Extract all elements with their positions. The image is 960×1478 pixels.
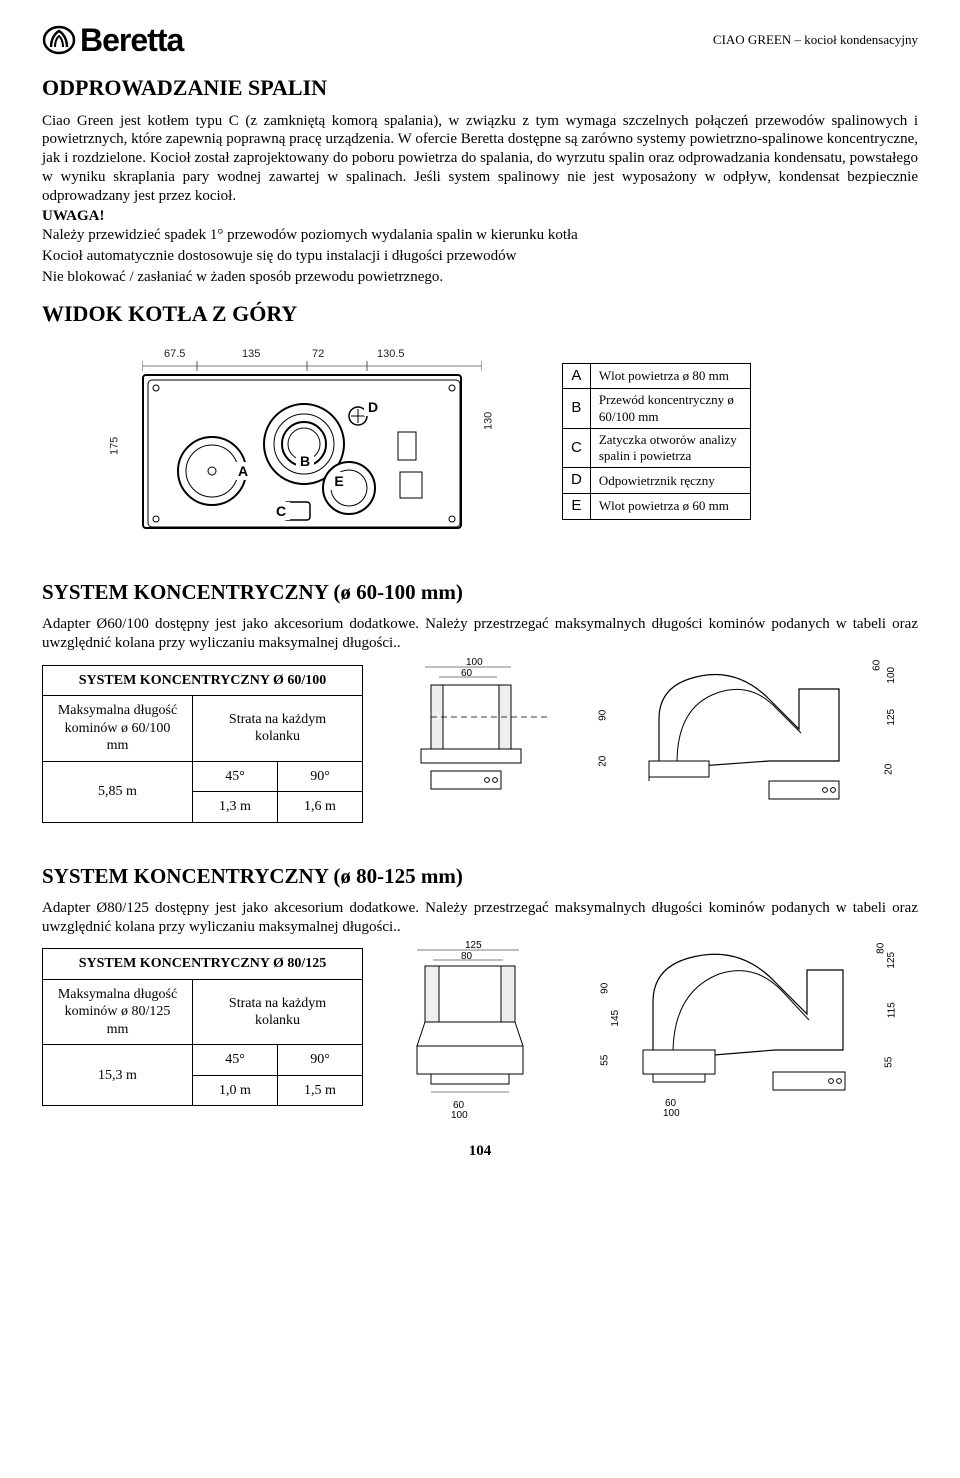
marker-e: E	[330, 472, 348, 490]
sys80-col1: Maksymalna długość kominów ø 80/125 mm	[43, 979, 193, 1045]
legend-val: Wlot powietrza ø 80 mm	[590, 363, 750, 389]
uwaga-line-1: Kocioł automatycznie dostosowuje się do …	[42, 247, 918, 266]
d-h1: 90	[599, 983, 612, 994]
marker-c: C	[272, 502, 290, 520]
sys80-elbow-drawing: 80 125 115 55 60 100	[639, 942, 889, 1112]
legend-key: C	[563, 428, 591, 468]
sys60-len: 5,85 m	[43, 761, 193, 822]
sys60-adapter-drawing: 100 60 90 20	[391, 659, 611, 809]
legend-val: Przewód koncentryczny ø 60/100 mm	[590, 389, 750, 429]
legend-val: Zatyczka otworów analizy spalin i powiet…	[590, 428, 750, 468]
sys60-col1: Maksymalna długość kominów ø 60/100 mm	[43, 696, 193, 762]
d-b100: 100	[886, 666, 899, 683]
topview-legend-table: A Wlot powietrza ø 80 mm B Przewód konce…	[562, 363, 751, 520]
d-w2: 60	[461, 668, 472, 681]
sys80-adapter-drawing: 125 80 90 145 55 60 100	[391, 942, 611, 1112]
sys60-col2: Strata na każdym kolanku	[193, 696, 363, 762]
legend-key: D	[563, 468, 591, 494]
d-b115: 115	[887, 1003, 900, 1019]
brand-logo-icon	[42, 25, 76, 55]
brand-name: Beretta	[80, 20, 183, 60]
legend-val: Wlot powietrza ø 60 mm	[590, 494, 750, 520]
uwaga-line-2: Nie blokować / zasłaniać w żaden sposób …	[42, 268, 918, 287]
marker-a: A	[234, 462, 252, 480]
d-w2: 80	[461, 951, 472, 964]
topview-diagram: 67.5 135 72 130.5 175 130	[102, 344, 502, 539]
d-b60: 60	[871, 659, 884, 670]
sys80-len: 15,3 m	[43, 1045, 193, 1106]
d-b20: 20	[883, 763, 896, 774]
sys80-a45: 45°	[193, 1045, 278, 1076]
legend-key: B	[563, 389, 591, 429]
sys80-title: SYSTEM KONCENTRYCZNY (ø 80-125 mm)	[42, 863, 918, 889]
sys80-v45: 1,0 m	[193, 1075, 278, 1106]
sys80-body: Adapter Ø80/125 dostępny jest jako akces…	[42, 899, 918, 937]
sys60-table: SYSTEM KONCENTRYCZNY Ø 60/100 Maksymalna…	[42, 665, 363, 823]
topview-row: 67.5 135 72 130.5 175 130	[102, 344, 918, 539]
sys60-a45: 45°	[193, 761, 278, 792]
sys80-v90: 1,5 m	[278, 1075, 363, 1106]
sys60-caption: SYSTEM KONCENTRYCZNY Ø 60/100	[43, 665, 363, 696]
d-h1: 90	[597, 709, 610, 720]
sys80-row: SYSTEM KONCENTRYCZNY Ø 80/125 Maksymalna…	[42, 942, 918, 1112]
d-h3: 55	[599, 1055, 612, 1066]
marker-b: B	[296, 452, 314, 470]
d-f100: 100	[451, 1110, 468, 1123]
legend-key: E	[563, 494, 591, 520]
d-b125: 125	[886, 952, 899, 969]
d-h2: 145	[610, 1010, 623, 1027]
page-header: Beretta CIAO GREEN – kocioł kondensacyjn…	[42, 20, 918, 60]
sys60-v45: 1,3 m	[193, 792, 278, 823]
page-number: 104	[42, 1142, 918, 1161]
d-h2: 20	[597, 755, 610, 766]
uwaga-line-0: Należy przewidzieć spadek 1° przewodów p…	[42, 226, 918, 245]
doc-title: CIAO GREEN – kocioł kondensacyjny	[713, 32, 918, 48]
sys80-table: SYSTEM KONCENTRYCZNY Ø 80/125 Maksymalna…	[42, 948, 363, 1106]
brand-block: Beretta	[42, 20, 183, 60]
section-title-topview: WIDOK KOTŁA Z GÓRY	[42, 300, 918, 328]
sys80-a90: 90°	[278, 1045, 363, 1076]
d-f100b: 100	[663, 1108, 680, 1121]
sys60-elbow-drawing: 60 100 125 20	[639, 659, 889, 819]
sys60-row: SYSTEM KONCENTRYCZNY Ø 60/100 Maksymalna…	[42, 659, 918, 823]
section-title-spalin: ODPROWADZANIE SPALIN	[42, 74, 918, 102]
sys60-a90: 90°	[278, 761, 363, 792]
d-b125: 125	[886, 708, 899, 725]
sys60-body: Adapter Ø60/100 dostępny jest jako akces…	[42, 615, 918, 653]
d-b55: 55	[883, 1057, 896, 1068]
uwaga-label: UWAGA!	[42, 207, 918, 226]
sys80-col2: Strata na każdym kolanku	[193, 979, 363, 1045]
sys80-caption: SYSTEM KONCENTRYCZNY Ø 80/125	[43, 949, 363, 980]
marker-d: D	[364, 398, 382, 416]
dim-left: 175	[108, 436, 122, 454]
legend-key: A	[563, 363, 591, 389]
legend-val: Odpowietrznik ręczny	[590, 468, 750, 494]
sys60-v90: 1,6 m	[278, 792, 363, 823]
section1-body: Ciao Green jest kotłem typu C (z zamknię…	[42, 112, 918, 206]
sys60-title: SYSTEM KONCENTRYCZNY (ø 60-100 mm)	[42, 579, 918, 605]
dim-right: 130	[482, 411, 496, 429]
